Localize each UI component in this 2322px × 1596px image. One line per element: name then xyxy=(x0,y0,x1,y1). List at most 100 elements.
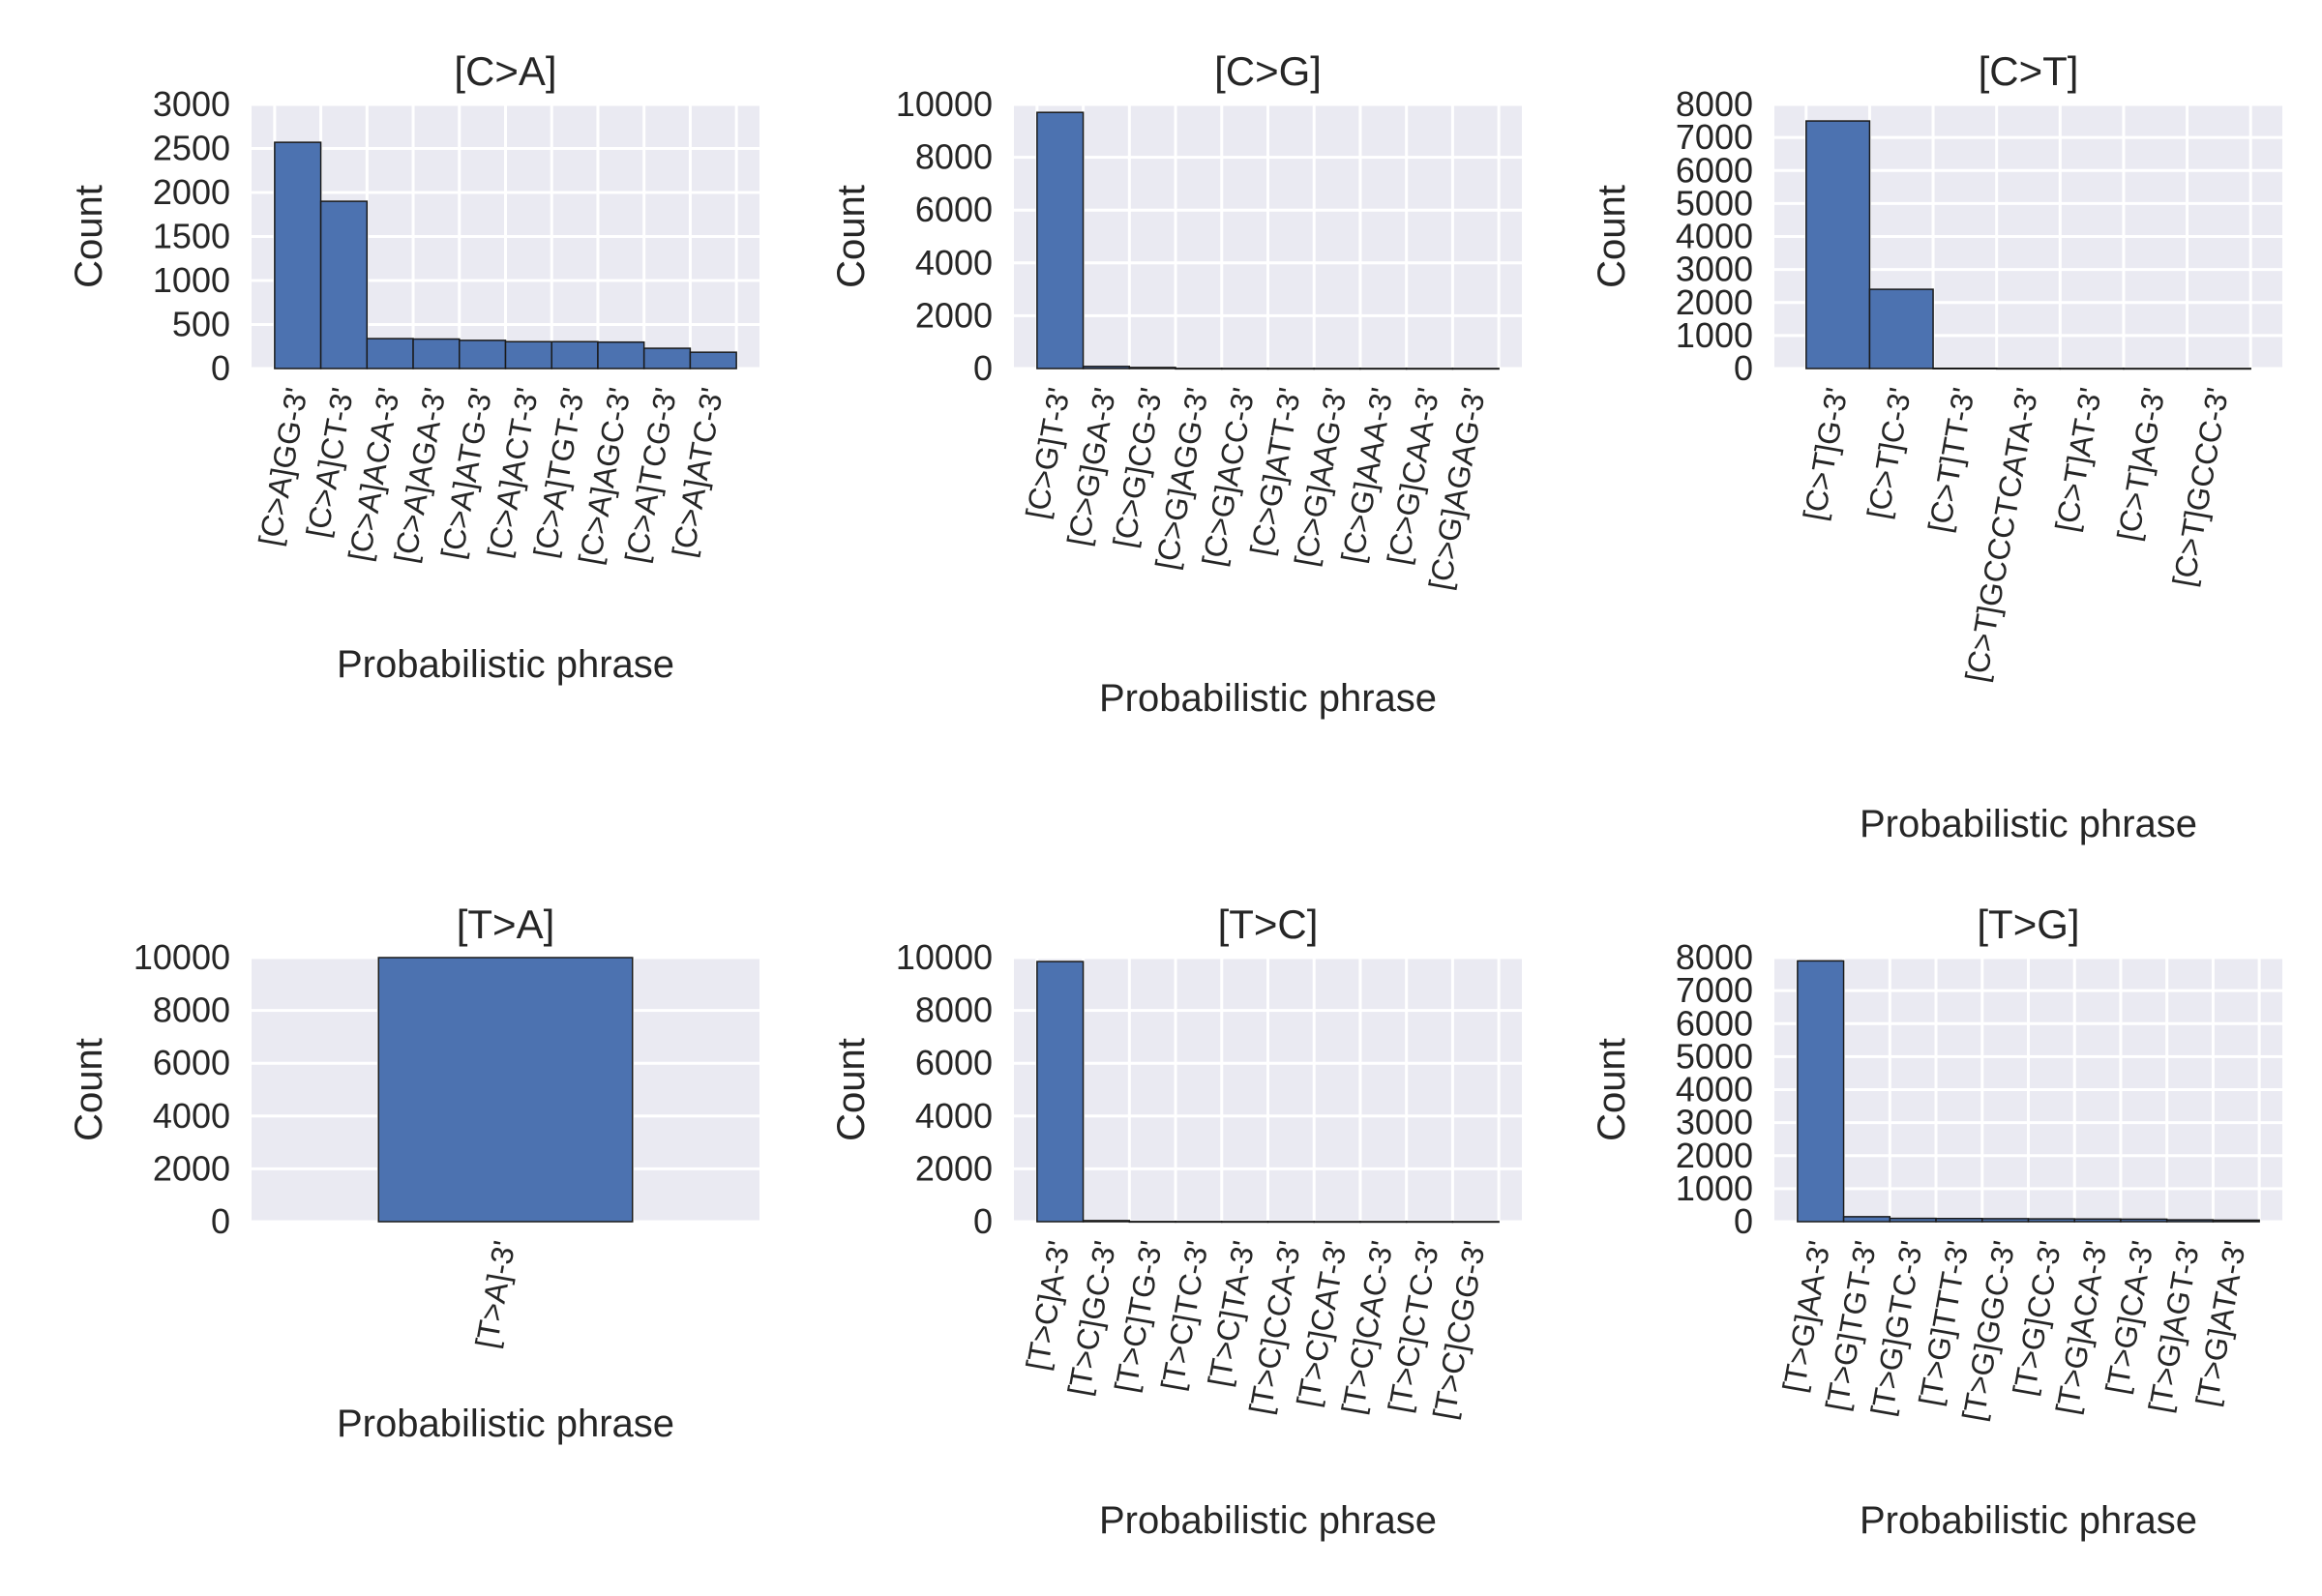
bar xyxy=(1981,1218,2030,1223)
y-tick-label: 0 xyxy=(1734,1201,1753,1241)
x-axis-label: Probabilistic phrase xyxy=(337,1403,674,1445)
bar xyxy=(412,338,461,369)
bar xyxy=(1036,961,1085,1223)
y-tick-label: 2000 xyxy=(1676,1136,1753,1175)
bar xyxy=(1036,111,1085,369)
y-tick-label: 8000 xyxy=(1676,937,1753,977)
y-tick-label: 4000 xyxy=(915,243,993,282)
y-tick-label: 1000 xyxy=(153,260,230,300)
bar xyxy=(1889,1217,1937,1223)
bar xyxy=(2073,1218,2122,1223)
y-tick-label: 10000 xyxy=(896,937,993,977)
chart-panels: 050010001500200025003000[C>A]GG-3'[C>A]C… xyxy=(68,48,2282,1542)
panel-title: [C>A] xyxy=(454,48,556,94)
y-axis-label: Count xyxy=(1591,1038,1633,1141)
bar xyxy=(1313,1221,1361,1224)
bar xyxy=(366,338,414,369)
bar xyxy=(1868,288,1934,369)
bar xyxy=(551,340,599,369)
x-tick-label: [C>T]AT-3' xyxy=(2048,385,2108,534)
y-tick-label: 1000 xyxy=(1676,1168,1753,1208)
bar xyxy=(597,340,645,369)
x-axis-label: Probabilistic phrase xyxy=(1860,803,2197,845)
y-tick-label: 2000 xyxy=(153,172,230,212)
bar xyxy=(504,340,552,369)
y-tick-label: 6000 xyxy=(1676,1003,1753,1043)
bar xyxy=(642,347,692,369)
y-axis-label: Count xyxy=(830,185,873,288)
y-tick-label: 1500 xyxy=(153,217,230,256)
y-tick-label: 8000 xyxy=(915,137,993,177)
y-axis-label: Count xyxy=(830,1038,873,1141)
x-tick-label: [C>T]C-3' xyxy=(1861,385,1918,521)
chart-panel: 050010001500200025003000[C>A]GG-3'[C>A]C… xyxy=(68,48,759,686)
bar xyxy=(1405,1221,1454,1224)
y-tick-label: 4000 xyxy=(1676,217,1753,256)
chart-panel: 010002000300040005000600070008000[T>G]AA… xyxy=(1591,901,2282,1542)
x-tick-label: [C>T]TT-3' xyxy=(1921,385,1981,535)
bar xyxy=(1797,960,1845,1223)
y-tick-label: 4000 xyxy=(1676,1070,1753,1109)
bar xyxy=(1221,1221,1269,1224)
y-tick-label: 6000 xyxy=(915,1043,993,1082)
y-tick-label: 4000 xyxy=(915,1096,993,1136)
y-tick-label: 500 xyxy=(172,305,230,344)
x-tick-label: [C>T]G-3' xyxy=(1797,385,1855,523)
y-tick-label: 3000 xyxy=(1676,1103,1753,1142)
y-tick-label: 2500 xyxy=(153,129,230,168)
bar xyxy=(274,141,322,369)
y-tick-label: 2000 xyxy=(915,295,993,335)
x-axis-label: Probabilistic phrase xyxy=(337,643,674,686)
y-axis-label: Count xyxy=(1591,185,1633,288)
y-tick-label: 8000 xyxy=(915,990,993,1030)
chart-panel: 0200040006000800010000[C>G]T-3'[C>G]GA-3… xyxy=(830,48,1522,720)
chart-panel: 0200040006000800010000[T>C]A-3'[T>C]GC-3… xyxy=(830,901,1522,1542)
x-tick-label: [C>T]AG-3' xyxy=(2110,385,2171,544)
y-tick-label: 5000 xyxy=(1676,1036,1753,1076)
panel-title: [C>G] xyxy=(1214,48,1322,94)
y-tick-label: 0 xyxy=(973,1201,993,1241)
bar xyxy=(689,351,737,369)
bar xyxy=(1359,1221,1408,1224)
bar xyxy=(1805,120,1871,369)
y-axis-label: Count xyxy=(68,1038,110,1141)
bar xyxy=(1266,1221,1315,1224)
bar xyxy=(1451,1221,1500,1224)
x-axis-label: Probabilistic phrase xyxy=(1099,677,1437,720)
bar xyxy=(1082,1220,1131,1223)
bar xyxy=(1175,1221,1223,1224)
y-tick-label: 1000 xyxy=(1676,315,1753,355)
y-axis-label: Count xyxy=(68,185,110,288)
panel-title: [C>T] xyxy=(1979,48,2079,94)
bar xyxy=(2120,1218,2168,1223)
bar xyxy=(1082,366,1131,369)
bar xyxy=(2027,1218,2075,1223)
bar xyxy=(377,957,634,1223)
panel-title: [T>G] xyxy=(1977,901,2079,947)
y-tick-label: 0 xyxy=(1734,348,1753,388)
bar xyxy=(319,200,369,369)
y-tick-label: 7000 xyxy=(1676,117,1753,157)
y-tick-label: 3000 xyxy=(153,84,230,124)
y-tick-label: 0 xyxy=(973,348,993,388)
bar xyxy=(1128,1221,1176,1224)
y-tick-label: 2000 xyxy=(1676,282,1753,322)
y-tick-label: 6000 xyxy=(153,1043,230,1082)
x-tick-label: [C>T]GCCC-3' xyxy=(2166,385,2236,589)
y-tick-label: 0 xyxy=(211,1201,230,1241)
y-tick-label: 8000 xyxy=(1676,84,1753,124)
x-axis-label: Probabilistic phrase xyxy=(1099,1499,1437,1542)
y-tick-label: 6000 xyxy=(1676,150,1753,190)
y-tick-label: 10000 xyxy=(134,937,230,977)
bar xyxy=(2212,1219,2260,1223)
chart-panel: 0 2000 4000 6000 8000 10000 [T>A]-3' [T>A] Count… xyxy=(68,901,759,1445)
bar xyxy=(1842,1216,1891,1223)
y-tick-label: 7000 xyxy=(1676,970,1753,1010)
bar xyxy=(1935,1218,1983,1223)
bar xyxy=(459,340,507,369)
y-tick-label: 2000 xyxy=(153,1148,230,1188)
x-tick-label: [T>A]-3' xyxy=(469,1238,522,1350)
y-tick-label: 10000 xyxy=(896,84,993,124)
